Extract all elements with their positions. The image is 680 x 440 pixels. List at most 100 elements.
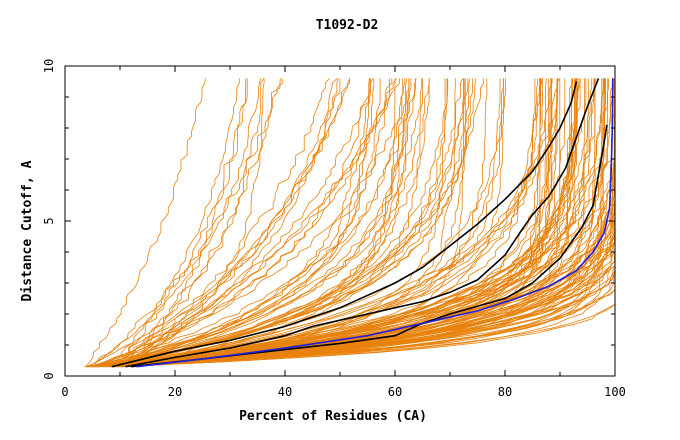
model-line <box>108 78 424 368</box>
model-line <box>114 78 615 368</box>
model-line <box>88 78 604 368</box>
model-line <box>118 78 265 368</box>
model-line <box>93 78 615 368</box>
x-tick-label: 0 <box>61 385 68 399</box>
model-line <box>103 78 615 368</box>
y-tick-label: 5 <box>42 217 56 224</box>
model-line <box>94 78 540 368</box>
model-line <box>106 78 615 368</box>
model-line <box>85 78 206 367</box>
axis-ticks <box>64 65 616 377</box>
x-tick-label: 60 <box>388 385 402 399</box>
model-line <box>109 78 615 368</box>
chart-title: T1092-D2 <box>316 18 379 33</box>
model-line <box>119 78 597 368</box>
model-line <box>107 78 469 368</box>
model-line <box>114 78 615 368</box>
model-line <box>107 78 471 368</box>
model-line <box>94 78 408 368</box>
model-line <box>99 78 547 368</box>
model-line <box>96 78 615 368</box>
model-line <box>112 78 615 368</box>
model-line <box>110 78 603 368</box>
tick-labels: 0 20 40 60 80 100 0 5 10 <box>42 59 626 399</box>
model-line <box>89 78 371 368</box>
model-line <box>124 78 605 368</box>
model-line <box>87 78 587 368</box>
model-line <box>115 78 265 367</box>
model-line <box>111 78 553 368</box>
model-line <box>94 78 576 368</box>
model-line <box>87 78 506 368</box>
model-line <box>124 78 248 367</box>
model-line <box>89 78 375 368</box>
y-tick-label: 10 <box>42 59 56 73</box>
x-tick-label: 80 <box>498 385 512 399</box>
model-line <box>124 78 581 368</box>
y-tick-label: 0 <box>42 372 56 379</box>
model-line <box>115 78 393 368</box>
model-line <box>99 78 341 368</box>
model-line <box>88 78 370 368</box>
model-line <box>85 78 536 368</box>
model-line <box>95 78 504 368</box>
model-line <box>100 78 381 368</box>
model-line <box>113 78 595 368</box>
model-line <box>87 78 615 368</box>
model-line <box>111 78 485 368</box>
series-line-4 <box>136 78 614 368</box>
model-line <box>105 78 615 368</box>
model-line <box>102 78 615 368</box>
model-line <box>95 78 410 368</box>
model-line <box>87 78 417 368</box>
model-line <box>107 78 593 368</box>
model-line <box>86 78 338 368</box>
model-line <box>96 78 615 368</box>
model-line <box>92 78 549 368</box>
model-line <box>87 78 615 368</box>
model-line <box>122 78 350 368</box>
model-line <box>117 78 574 368</box>
model-line <box>96 78 542 368</box>
model-lines <box>84 78 615 368</box>
model-line <box>117 78 464 368</box>
series-lines <box>111 78 614 368</box>
model-line <box>110 78 240 367</box>
model-line <box>91 78 473 368</box>
model-line <box>93 78 577 368</box>
model-line <box>115 78 504 368</box>
model-line <box>109 78 465 368</box>
model-line <box>103 78 430 368</box>
model-line <box>107 78 615 368</box>
model-line <box>114 78 247 367</box>
x-tick-label: 20 <box>168 385 182 399</box>
model-line <box>86 78 410 368</box>
model-line <box>106 78 406 368</box>
model-line <box>121 78 615 368</box>
model-line <box>121 78 606 368</box>
model-line <box>88 78 261 368</box>
model-line <box>120 78 281 367</box>
model-line <box>101 78 466 368</box>
series-line-2 <box>125 78 600 368</box>
model-line <box>122 78 573 368</box>
series-line-3 <box>130 124 608 368</box>
model-line <box>104 78 423 368</box>
model-line <box>91 78 488 368</box>
model-line <box>88 78 416 368</box>
model-line <box>102 78 615 368</box>
model-line <box>105 78 615 368</box>
model-line <box>113 78 559 368</box>
model-line <box>102 78 558 368</box>
model-line <box>121 78 456 368</box>
model-line <box>109 78 374 368</box>
model-line <box>114 78 615 368</box>
model-line <box>121 78 573 368</box>
series-line-1 <box>111 81 578 368</box>
x-tick-label: 40 <box>278 385 292 399</box>
x-axis-label: Percent of Residues (CA) <box>239 409 427 424</box>
model-line <box>111 78 396 368</box>
model-line <box>95 78 552 368</box>
model-line <box>93 78 283 367</box>
